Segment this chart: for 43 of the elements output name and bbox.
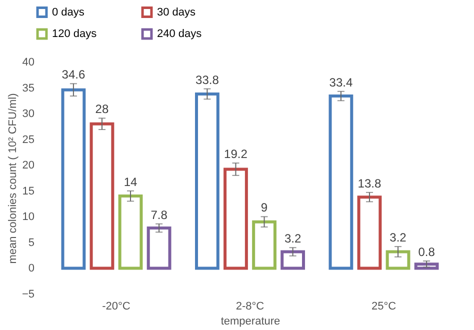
data-label: 34.6 [62, 68, 86, 82]
x-tick-label: 2-8°C [236, 300, 264, 312]
y-tick-label: 15 [22, 185, 34, 198]
data-label: 14 [124, 174, 138, 189]
bar [195, 92, 220, 270]
bar [252, 220, 276, 270]
bar [90, 122, 114, 270]
data-label: 33.8 [196, 72, 220, 87]
x-tick-label: -20°C [102, 300, 130, 312]
bar [146, 226, 172, 270]
data-label: 3.2 [284, 232, 302, 246]
x-axis-title: temperature [220, 316, 280, 328]
y-tick-label: 25 [22, 134, 34, 146]
y-tick-label: 30 [22, 108, 34, 120]
bar [386, 250, 410, 270]
y-axis-title: mean colonies count ( 10² CFU/ml) [6, 93, 19, 264]
data-label: 0.8 [418, 245, 436, 260]
y-tick-label: 40 [22, 56, 34, 68]
legend-label: 0 days [52, 6, 85, 18]
data-label: 3.2 [390, 230, 407, 245]
legend-label: 120 days [52, 28, 98, 40]
bar [224, 168, 248, 270]
data-label: 13.8 [358, 176, 382, 190]
legend-label: 30 days [157, 6, 196, 18]
data-label: 9 [260, 200, 268, 215]
y-tick-label: 5 [28, 236, 34, 249]
data-label: 7.8 [150, 208, 168, 222]
y-tick-label: 0 [28, 262, 34, 275]
y-tick-label: −5 [22, 288, 34, 300]
bar [61, 88, 86, 270]
bar [414, 262, 439, 270]
y-tick-label: 20 [22, 160, 34, 172]
x-tick-label: 25°C [371, 300, 396, 312]
y-tick-label: 10 [22, 211, 34, 224]
bar [328, 94, 354, 270]
data-label: 19.2 [224, 147, 248, 162]
bar [357, 196, 382, 270]
data-label: 28 [95, 102, 109, 116]
bar [118, 194, 143, 270]
bar [280, 250, 305, 270]
y-tick-label: 35 [22, 82, 34, 94]
legend-label: 240 days [157, 28, 202, 40]
data-label: 33.4 [329, 75, 353, 90]
